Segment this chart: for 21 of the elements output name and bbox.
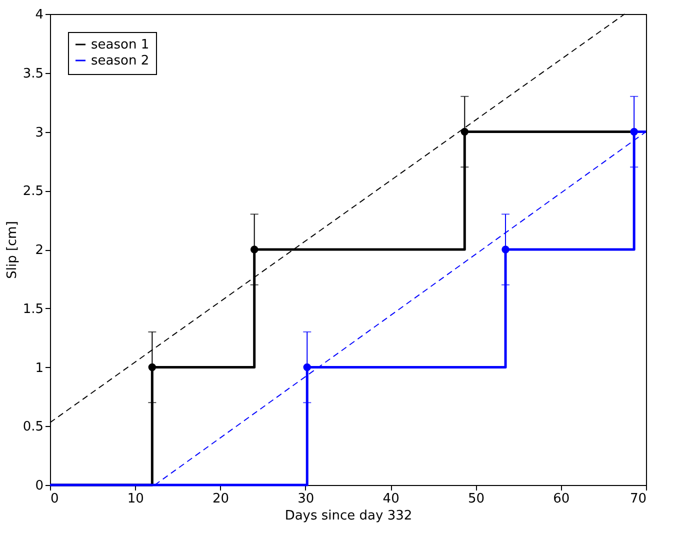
x-tick-label: 30 <box>298 492 314 506</box>
y-tick-label: 3.5 <box>22 66 44 82</box>
y-axis-title: Slip [cm] <box>4 221 20 279</box>
y-tick-label: 4 <box>35 8 44 22</box>
legend-label: season 1 <box>91 38 150 52</box>
y-tick-label: 2 <box>35 243 44 258</box>
y-tick-label: 0 <box>35 478 44 494</box>
x-axis-title: Days since day 332 <box>284 508 412 524</box>
x-tick-label: 0 <box>50 492 59 506</box>
x-tick-label: 70 <box>630 492 646 506</box>
y-tick-label: 1.5 <box>22 302 44 317</box>
x-tick-label: 40 <box>382 492 400 506</box>
y-tick-label: 2.5 <box>22 184 44 200</box>
x-tick-label: 10 <box>127 492 144 506</box>
legend-label: season 2 <box>91 54 150 68</box>
x-tick-label: 60 <box>553 492 570 506</box>
y-tick-label: 0.5 <box>22 420 44 435</box>
y-tick-label: 3 <box>35 125 44 140</box>
x-tick-label: 50 <box>468 492 484 506</box>
y-tick-label: 1 <box>35 360 44 376</box>
x-tick-label: 20 <box>212 492 230 506</box>
